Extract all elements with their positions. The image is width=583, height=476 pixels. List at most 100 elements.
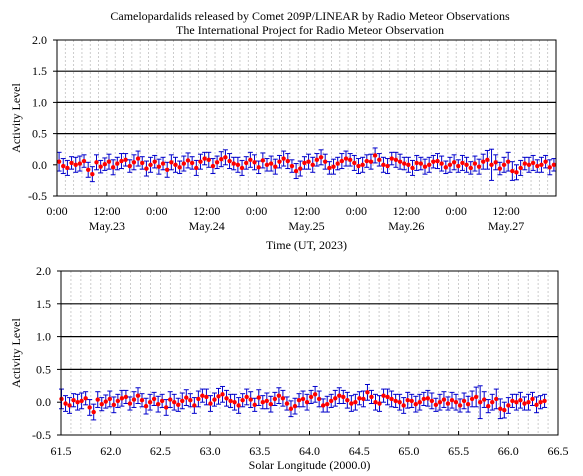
data-point — [99, 401, 104, 407]
data-point — [94, 160, 99, 165]
data-point — [535, 163, 540, 169]
chart-time-y-label: Activity Level — [9, 83, 23, 153]
data-point — [506, 403, 511, 408]
data-point — [361, 396, 366, 402]
data-point — [406, 162, 411, 167]
data-point — [308, 394, 314, 400]
data-point — [481, 159, 486, 164]
data-point — [481, 397, 487, 402]
data-point — [110, 165, 116, 170]
data-point — [164, 167, 170, 172]
data-point — [409, 398, 414, 404]
data-point — [530, 160, 536, 166]
data-point — [248, 397, 253, 402]
data-point — [239, 165, 245, 171]
chart-solar-x-ticks: 61.5 62.0 62.5 63.0 63.5 64.0 64.5 65.0 65.5 66.0… — [51, 431, 569, 458]
data-point — [152, 159, 157, 164]
data-point — [156, 164, 162, 169]
data-point — [81, 158, 87, 164]
x-tick-date: May.25 — [288, 219, 324, 233]
x-tick-time: 0:00 — [346, 204, 367, 218]
figure-title-line1: Camelopardalids released by Comet 209P/L… — [110, 9, 510, 23]
data-point — [204, 394, 209, 400]
data-point — [393, 157, 399, 163]
x-tick-label: 62.5 — [150, 444, 171, 458]
data-point — [502, 407, 507, 413]
data-point — [73, 162, 78, 167]
data-point — [61, 163, 66, 169]
data-point — [310, 162, 315, 167]
data-point — [501, 162, 507, 167]
data-point — [90, 171, 95, 177]
chart-solar-x-label: Solar Longitude (2000.0) — [249, 458, 371, 472]
data-point — [85, 167, 91, 172]
data-point — [159, 398, 165, 404]
data-point — [139, 398, 145, 403]
data-point — [147, 400, 153, 405]
data-point — [417, 400, 422, 405]
data-point — [63, 401, 68, 406]
x-tick-label: 61.5 — [51, 444, 72, 458]
x-tick-date: May.23 — [89, 219, 125, 233]
x-tick-date: May.24 — [189, 219, 225, 233]
data-point — [56, 159, 62, 164]
y-tick-label: 2.0 — [32, 33, 47, 47]
data-point — [385, 394, 390, 400]
data-point — [331, 164, 336, 169]
chart-time-grid — [64, 40, 549, 196]
data-point — [323, 159, 328, 164]
data-point — [437, 400, 443, 405]
data-point — [284, 401, 290, 406]
data-point — [167, 397, 173, 402]
data-point — [461, 398, 467, 404]
data-point — [473, 394, 479, 400]
y-tick-label: 0.5 — [32, 127, 47, 141]
data-point — [151, 396, 157, 402]
data-point — [401, 403, 406, 408]
data-point — [107, 396, 113, 402]
data-point — [426, 162, 432, 167]
data-point — [188, 398, 193, 403]
data-point — [393, 398, 398, 404]
chart-time-x-ticks: 0:00 12:00 0:00 12:00 0:00 12:00 0:00 12:00 0:00… — [46, 192, 524, 233]
data-point — [219, 156, 224, 162]
data-point — [181, 161, 187, 166]
data-point — [276, 393, 282, 398]
data-point — [418, 161, 424, 166]
data-point — [163, 405, 169, 410]
data-point — [212, 397, 217, 402]
data-point — [192, 403, 197, 408]
data-point — [551, 162, 557, 167]
data-point — [244, 160, 249, 166]
data-point — [198, 159, 203, 164]
data-point — [514, 400, 519, 405]
chart-time-y-ticks: 2.0 1.5 1.0 0.5 0.0 -0.5 — [28, 33, 57, 203]
y-tick-label: 0.0 — [36, 395, 51, 409]
data-point — [343, 156, 349, 161]
data-point — [405, 398, 410, 403]
data-point — [469, 396, 475, 402]
x-tick-label: 66.5 — [548, 444, 569, 458]
data-point — [485, 157, 490, 163]
data-point — [106, 159, 112, 164]
data-point — [208, 401, 213, 406]
data-point — [236, 403, 241, 408]
data-point — [381, 162, 386, 167]
y-tick-label: -0.5 — [32, 428, 51, 442]
data-point — [314, 157, 320, 163]
chart-solar: 2.0 1.5 1.0 0.5 0.0 -0.5 61.5 62.0 62.5 63.0 63.5… — [9, 264, 569, 472]
data-point — [235, 162, 241, 167]
data-point — [67, 403, 72, 408]
data-point — [173, 162, 178, 167]
data-point — [227, 158, 232, 164]
data-point — [510, 168, 515, 174]
data-point — [402, 161, 407, 166]
data-point — [538, 400, 543, 405]
data-point — [333, 396, 338, 401]
data-point — [429, 398, 435, 404]
x-tick-label: 64.5 — [349, 444, 370, 458]
data-point — [127, 401, 133, 406]
y-tick-label: 0.5 — [36, 362, 51, 376]
data-point — [196, 396, 201, 402]
data-point — [216, 394, 221, 399]
